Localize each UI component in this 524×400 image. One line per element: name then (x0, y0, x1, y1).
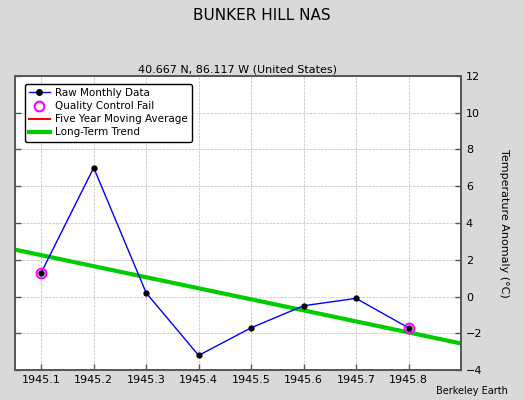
Legend: Raw Monthly Data, Quality Control Fail, Five Year Moving Average, Long-Term Tren: Raw Monthly Data, Quality Control Fail, … (25, 84, 192, 142)
Text: BUNKER HILL NAS: BUNKER HILL NAS (193, 8, 331, 23)
Text: Berkeley Earth: Berkeley Earth (436, 386, 508, 396)
Y-axis label: Temperature Anomaly (°C): Temperature Anomaly (°C) (499, 148, 509, 297)
Title: 40.667 N, 86.117 W (United States): 40.667 N, 86.117 W (United States) (138, 65, 337, 75)
